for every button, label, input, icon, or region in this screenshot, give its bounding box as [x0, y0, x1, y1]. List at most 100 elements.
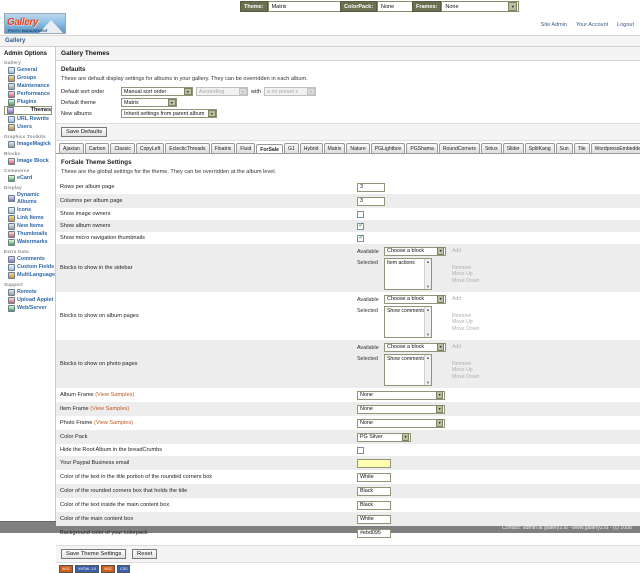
show-album-owners-checkbox[interactable] [356, 222, 364, 230]
sidebar-item-performance[interactable]: Performance [4, 90, 55, 98]
sidebar-item-groups[interactable]: Groups [4, 74, 55, 82]
color-field-input[interactable] [356, 528, 391, 538]
sidebar-item-label[interactable]: Dynamic Albums [17, 191, 40, 205]
move-down-link[interactable]: Move Down [451, 277, 480, 284]
view-samples-link[interactable]: (View Samples) [95, 392, 135, 398]
tab-nature[interactable]: Nature [346, 143, 370, 153]
chevron-down-icon[interactable]: ▼ [168, 98, 176, 107]
sidebar-item-label[interactable]: Custom Fields [17, 263, 55, 270]
save-defaults-button[interactable]: Save Defaults [61, 127, 108, 137]
tab-g1[interactable]: G1 [283, 143, 299, 153]
breadcrumb-item-gallery[interactable]: Gallery [5, 38, 26, 44]
color-field-input[interactable] [356, 472, 391, 482]
add-block-link[interactable]: Add [451, 295, 462, 302]
sidebar-item-label[interactable]: Web/Server [17, 304, 47, 311]
sidebar-item-upload-applet[interactable]: Upload Applet [4, 296, 55, 304]
selected-blocks-listbox[interactable]: Show comments ▲ ▼ [383, 305, 432, 338]
tab-hybrid[interactable]: Hybrid [299, 143, 323, 153]
scroll-down-icon[interactable]: ▼ [425, 331, 430, 337]
sidebar-item-label[interactable]: General [17, 66, 38, 73]
chevron-down-icon[interactable]: ▼ [508, 2, 518, 11]
default-sort-order-select[interactable]: Manual sort order ▼ [121, 87, 194, 96]
show-micro-navigation-thumbnails-checkbox[interactable] [356, 234, 364, 242]
sidebar-item-users[interactable]: Users [4, 123, 55, 131]
sidebar-item-label[interactable]: Comments [17, 255, 45, 262]
default-theme-select[interactable]: Matrix ▼ [121, 98, 178, 107]
sidebar-item-ecard[interactable]: eCard [4, 174, 55, 182]
sidebar-item-web-server[interactable]: Web/Server [4, 304, 55, 312]
sidebar-item-plugins[interactable]: Plugins [4, 98, 55, 106]
reset-button[interactable]: Reset [132, 549, 158, 559]
tab-sun[interactable]: Sun [555, 143, 573, 153]
chevron-down-icon[interactable]: ▼ [435, 419, 444, 427]
frame-select[interactable]: None ▼ [356, 404, 445, 414]
scroll-up-icon[interactable]: ▲ [425, 354, 430, 360]
frames-select[interactable]: None ▼ [441, 1, 520, 12]
tab-carbon[interactable]: Carbon [84, 143, 110, 153]
sidebar-item-label[interactable]: ImageMagick [17, 140, 51, 147]
sidebar-item-label[interactable]: New Items [17, 222, 44, 229]
tab-tile[interactable]: Tile [573, 143, 590, 153]
sidebar-item-image-block[interactable]: Image Block [4, 157, 55, 165]
tab-roundcorners[interactable]: RoundCorners [438, 143, 480, 153]
scroll-up-icon[interactable]: ▲ [425, 306, 430, 312]
your-account-link[interactable]: Your Account [575, 22, 609, 28]
color-pack-select[interactable]: PG Silver ▼ [356, 432, 411, 442]
remove-block-link[interactable]: Remove [451, 360, 472, 367]
sidebar-item-label[interactable]: Upload Applet [17, 296, 54, 303]
scroll-down-icon[interactable]: ▼ [425, 379, 430, 385]
paypal-email-input[interactable] [356, 458, 391, 468]
tab-ajaxian[interactable]: Ajaxian [59, 143, 84, 153]
sidebar-item-comments[interactable]: Comments [4, 255, 55, 263]
validation-badge[interactable]: XHTML 1.0 [75, 565, 100, 573]
frame-select[interactable]: None ▼ [356, 390, 445, 400]
validation-badge[interactable]: W3C [101, 565, 116, 573]
move-down-link[interactable]: Move Down [451, 325, 480, 332]
available-block-select[interactable]: Choose a block ▼ [383, 246, 446, 256]
listbox-scrollbar[interactable]: ▲ ▼ [423, 354, 431, 385]
chevron-down-icon[interactable]: ▼ [436, 295, 445, 303]
move-up-link[interactable]: Move Up [451, 271, 473, 277]
tab-floatrix[interactable]: Floatrix [210, 143, 236, 153]
sidebar-item-label[interactable]: Plugins [17, 98, 37, 105]
columns-per-album-page-input[interactable] [356, 196, 385, 206]
sidebar-item-label[interactable]: Performance [17, 90, 50, 97]
save-theme-settings-button[interactable]: Save Theme Settings [61, 549, 127, 559]
frame-select[interactable]: None ▼ [356, 418, 445, 428]
remove-block-link[interactable]: Remove [451, 312, 472, 319]
move-up-link[interactable]: Move Up [451, 367, 473, 373]
sidebar-item-new-items[interactable]: New Items [4, 222, 55, 230]
sidebar-item-label[interactable]: Link Items [17, 214, 44, 221]
new-albums-select[interactable]: Inherit settings from parent album ▼ [121, 109, 218, 118]
tab-pglightbox[interactable]: PGLightbox [370, 143, 406, 153]
logout-link[interactable]: Logout [617, 22, 634, 28]
tab-splitkang[interactable]: SplitKang [524, 143, 555, 153]
listbox-scrollbar[interactable]: ▲ ▼ [423, 258, 431, 289]
chevron-down-icon[interactable]: ▼ [435, 405, 444, 413]
sidebar-item-dynamic-albums[interactable]: Dynamic Albums [4, 191, 55, 206]
sidebar-item-label[interactable]: Users [17, 123, 32, 130]
sidebar-item-label[interactable]: Watermarks [17, 238, 48, 245]
sidebar-item-imagemagick[interactable]: ImageMagick [4, 140, 55, 148]
sidebar-item-label[interactable]: URL Rewrite [17, 115, 49, 122]
color-field-input[interactable] [356, 500, 391, 510]
chevron-down-icon[interactable]: ▼ [436, 247, 445, 255]
sidebar-item-themes[interactable]: Themes [4, 106, 53, 115]
sidebar-item-label[interactable]: Themes [30, 107, 52, 113]
sidebar-item-label[interactable]: Maintenance [17, 82, 50, 89]
validation-badge[interactable]: CSS [117, 565, 131, 573]
selected-block-item[interactable]: Show comments [386, 355, 426, 362]
tab-siriux[interactable]: Siriux [480, 143, 502, 153]
chevron-down-icon[interactable]: ▼ [435, 391, 444, 399]
available-block-select[interactable]: Choose a block ▼ [383, 342, 446, 352]
sidebar-item-general[interactable]: General [4, 66, 55, 74]
sidebar-item-thumbnails[interactable]: Thumbnails [4, 230, 55, 238]
sidebar-item-label[interactable]: eCard [17, 174, 33, 181]
sidebar-item-label[interactable]: Icons [17, 206, 32, 213]
tab-fluid[interactable]: Fluid [236, 143, 256, 153]
selected-blocks-listbox[interactable]: Item actions ▲ ▼ [383, 257, 432, 290]
listbox-scrollbar[interactable]: ▲ ▼ [423, 306, 431, 337]
show-image-owners-checkbox[interactable] [356, 210, 364, 218]
chevron-down-icon[interactable]: ▼ [436, 343, 445, 351]
hide-root-album-checkbox[interactable] [356, 446, 364, 454]
